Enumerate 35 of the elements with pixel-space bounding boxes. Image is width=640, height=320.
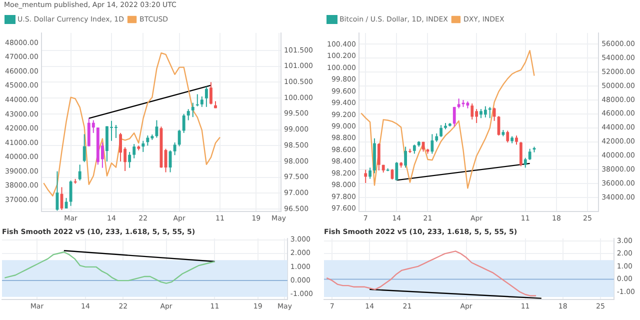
- candlestick: [515, 135, 518, 146]
- candlestick: [412, 144, 416, 154]
- candlestick: [204, 86, 208, 108]
- candlestick: [142, 140, 145, 152]
- candlestick: [155, 120, 158, 138]
- candlestick: [200, 96, 204, 108]
- candlestick: [191, 102, 194, 118]
- candlestick: [182, 113, 186, 134]
- candlestick: [178, 129, 181, 147]
- candlestick: [186, 108, 190, 121]
- candlestick: [69, 180, 72, 206]
- candlestick: [390, 168, 394, 180]
- candlestick: [404, 146, 407, 168]
- candlestick: [395, 162, 398, 181]
- candlestick: [82, 134, 86, 163]
- candlestick: [196, 94, 199, 107]
- candlestick: [146, 134, 150, 146]
- candlestick: [452, 106, 456, 127]
- candlestick: [484, 106, 487, 118]
- candlestick: [430, 134, 434, 154]
- candlestick: [440, 124, 442, 138]
- candlestick: [128, 151, 132, 168]
- candlestick: [364, 169, 368, 184]
- candlestick: [528, 148, 532, 160]
- candlestick: [506, 130, 510, 144]
- candlestick: [132, 144, 136, 159]
- candlestick: [209, 82, 212, 105]
- candlestick: [470, 102, 474, 120]
- candlestick: [368, 167, 372, 180]
- candlestick: [524, 157, 527, 168]
- candlestick: [519, 141, 522, 167]
- candlestick: [377, 142, 380, 171]
- candlestick: [173, 142, 176, 156]
- candlestick: [78, 164, 82, 182]
- candlestick: [457, 98, 460, 109]
